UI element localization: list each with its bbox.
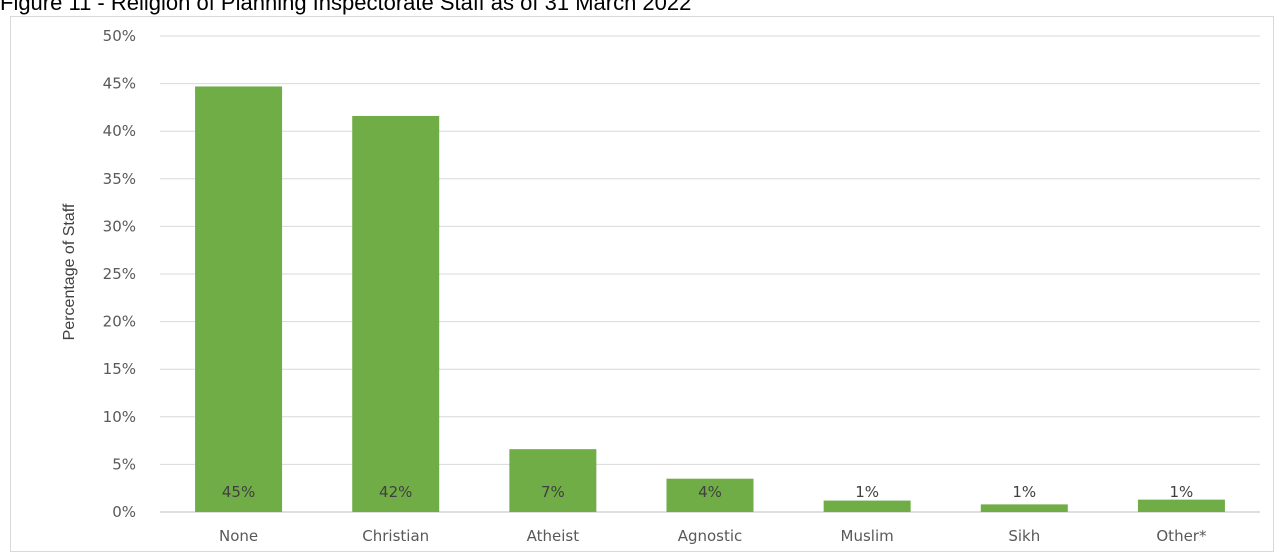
gridlines [160,35,1260,513]
x-category-label: None [219,527,258,545]
data-label: 7% [541,483,565,501]
y-axis-label: Percentage of Staff [61,203,78,340]
data-label: 45% [222,483,255,501]
bar [352,115,440,512]
x-category-label: Muslim [841,527,894,545]
data-label: 1% [855,483,879,501]
data-label: 4% [698,483,722,501]
data-labels: 45% 42% 7% 4% 1% 1% 1% [222,483,1193,501]
bar [666,478,754,512]
x-axis-categories: None Christian Atheist Agnostic Muslim Sikh Ot… [219,527,1207,545]
y-tick-label: 40% [103,122,136,140]
data-label: 1% [1170,483,1194,501]
y-tick-label: 30% [103,217,136,235]
x-category-label: Sikh [1008,527,1040,545]
x-category-label: Atheist [527,527,580,545]
data-label: 1% [1012,483,1036,501]
bar [823,500,911,512]
bar [1137,499,1225,512]
data-label: 42% [379,483,412,501]
x-category-label: Christian [362,527,429,545]
y-tick-label: 5% [112,455,136,473]
bars [195,86,1225,513]
y-tick-label: 20% [103,313,136,331]
y-tick-label: 25% [103,265,136,283]
y-tick-label: 15% [103,360,136,378]
y-tick-label: 10% [103,408,136,426]
y-axis-ticks: 0% 5% 10% 15% 20% 25% 30% 35% 40% 45% 50% [103,27,136,521]
bar [980,504,1068,512]
bar [195,86,283,513]
x-category-label: Agnostic [678,527,743,545]
page-title: Figure 11 - Religion of Planning Inspect… [0,0,692,15]
y-tick-label: 35% [103,170,136,188]
y-tick-label: 50% [103,27,136,45]
x-category-label: Other* [1156,527,1207,545]
bar [509,449,597,512]
y-tick-label: 0% [112,503,136,521]
y-tick-label: 45% [103,75,136,93]
